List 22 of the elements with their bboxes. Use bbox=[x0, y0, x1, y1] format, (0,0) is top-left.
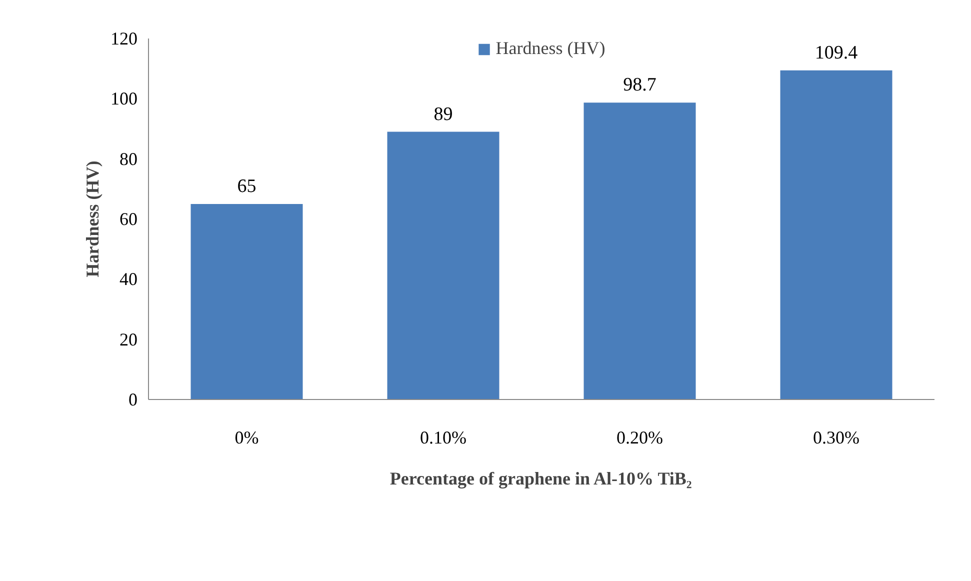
y-axis-title: Hardness (HV) bbox=[82, 160, 102, 278]
x-tick-label: 0.20% bbox=[616, 428, 664, 448]
bar bbox=[780, 70, 892, 400]
data-label: 65 bbox=[237, 176, 256, 197]
x-axis-title: Percentage of graphene in Al-10% TiB₂ bbox=[390, 468, 692, 488]
x-tick-label: 0% bbox=[234, 428, 259, 448]
y-tick-label: 60 bbox=[120, 209, 138, 229]
data-label: 89 bbox=[434, 104, 453, 125]
y-tick-label: 80 bbox=[120, 148, 138, 169]
x-tick-label: 0.30% bbox=[813, 428, 860, 448]
data-label: 98.7 bbox=[623, 74, 656, 96]
y-tick-label: 20 bbox=[120, 329, 138, 350]
bar bbox=[387, 132, 500, 400]
y-tick-label: 100 bbox=[110, 88, 138, 109]
legend-label: Hardness (HV) bbox=[496, 38, 606, 59]
x-tick-label: 0.10% bbox=[420, 428, 467, 448]
bar bbox=[584, 102, 696, 400]
y-tick-label: 0 bbox=[128, 390, 138, 410]
y-tick-label: 120 bbox=[110, 28, 138, 48]
y-tick-label: 40 bbox=[120, 269, 138, 290]
bar bbox=[190, 204, 303, 400]
data-label: 109.4 bbox=[814, 42, 858, 64]
